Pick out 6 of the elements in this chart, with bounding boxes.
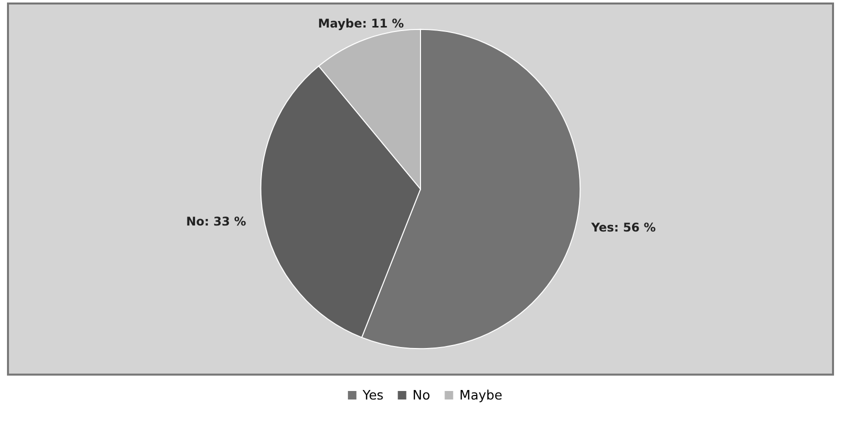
legend-label: Yes [362,388,384,404]
legend-label: Maybe [459,388,502,404]
data-label: Maybe: 11 % [318,16,404,31]
data-label: Yes: 56 % [590,220,656,235]
data-label: No: 33 % [186,214,246,228]
legend-label: No [412,388,430,404]
